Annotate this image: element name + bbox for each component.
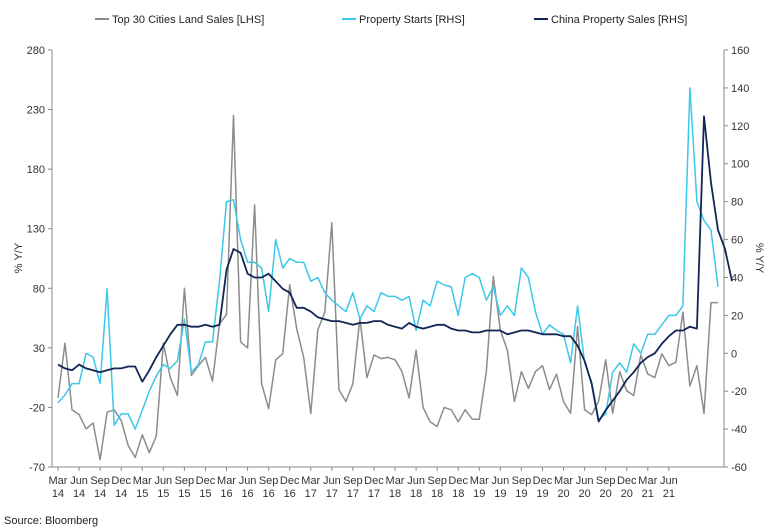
right-tick-label: 160 <box>731 45 749 57</box>
right-axis-title: % Y/Y <box>753 243 765 274</box>
x-tick-month: Jun <box>491 475 509 487</box>
x-tick-year: 17 <box>347 488 359 500</box>
x-tick-month: Mar <box>638 475 657 487</box>
left-tick-label: 130 <box>27 224 45 236</box>
x-tick-month: Mar <box>470 475 489 487</box>
x-tick-year: 15 <box>199 488 211 500</box>
x-tick-year: 18 <box>410 488 422 500</box>
x-tick-year: 16 <box>220 488 232 500</box>
x-tick-year: 14 <box>73 488 85 500</box>
left-tick-label: 280 <box>27 45 45 57</box>
right-tick-label: 40 <box>731 272 743 284</box>
x-axis-ticks: Mar14Jun14Sep14Dec14Mar15Jun15Sep15Dec15… <box>49 467 678 500</box>
x-tick-year: 19 <box>494 488 506 500</box>
right-tick-label: 100 <box>731 159 749 171</box>
left-axis-title: % Y/Y <box>13 242 25 273</box>
right-axis-ticks: 160 140 120 100 80 60 40 20 0 -20 -40 -60 <box>724 45 749 474</box>
x-tick-month: Dec <box>364 475 384 487</box>
x-tick-month: Jun <box>576 475 594 487</box>
x-tick-year: 19 <box>536 488 548 500</box>
x-tick-year: 20 <box>621 488 633 500</box>
left-axis-ticks: 280 230 180 130 80 30 -20 -70 <box>27 45 52 474</box>
x-tick-year: 16 <box>241 488 253 500</box>
x-tick-year: 17 <box>305 488 317 500</box>
x-tick-month: Dec <box>111 475 131 487</box>
x-tick-month: Sep <box>259 475 279 487</box>
x-tick-year: 20 <box>578 488 590 500</box>
x-tick-month: Jun <box>239 475 257 487</box>
x-tick-month: Jun <box>323 475 341 487</box>
right-tick-label: 20 <box>731 310 743 322</box>
x-tick-year: 21 <box>642 488 654 500</box>
x-tick-year: 19 <box>515 488 527 500</box>
x-tick-month: Jun <box>70 475 88 487</box>
x-tick-month: Jun <box>407 475 425 487</box>
axes <box>51 50 725 468</box>
x-tick-month: Dec <box>196 475 216 487</box>
x-tick-month: Sep <box>596 475 616 487</box>
legend-label-0: Top 30 Cities Land Sales [LHS] <box>112 14 264 26</box>
x-tick-month: Mar <box>301 475 320 487</box>
x-tick-year: 15 <box>136 488 148 500</box>
right-tick-label: 60 <box>731 235 743 247</box>
source-note: Source: Bloomberg <box>4 515 98 527</box>
x-tick-month: Sep <box>175 475 195 487</box>
x-tick-month: Mar <box>554 475 573 487</box>
legend-label-1: Property Starts [RHS] <box>359 14 465 26</box>
x-tick-year: 16 <box>284 488 296 500</box>
x-tick-month: Mar <box>49 475 68 487</box>
x-tick-month: Jun <box>154 475 172 487</box>
legend-label-2: China Property Sales [RHS] <box>551 14 687 26</box>
left-tick-label: 230 <box>27 105 45 117</box>
left-tick-label: 80 <box>33 283 45 295</box>
x-tick-month: Dec <box>617 475 637 487</box>
left-tick-label: 30 <box>33 343 45 355</box>
series-lines <box>57 87 733 461</box>
series-line-0 <box>57 114 718 461</box>
left-tick-label: -20 <box>29 402 45 414</box>
right-tick-label: -60 <box>731 462 747 474</box>
x-tick-year: 17 <box>368 488 380 500</box>
right-tick-label: -40 <box>731 424 747 436</box>
x-tick-month: Mar <box>386 475 405 487</box>
right-tick-label: 80 <box>731 197 743 209</box>
x-tick-year: 15 <box>178 488 190 500</box>
x-tick-year: 21 <box>663 488 675 500</box>
x-tick-month: Dec <box>448 475 468 487</box>
legend: Top 30 Cities Land Sales [LHS] Property S… <box>95 14 687 26</box>
x-tick-month: Mar <box>217 475 236 487</box>
x-tick-year: 18 <box>431 488 443 500</box>
x-tick-year: 20 <box>600 488 612 500</box>
left-tick-label: -70 <box>29 462 45 474</box>
right-tick-label: -20 <box>731 386 747 398</box>
x-tick-year: 14 <box>52 488 64 500</box>
x-tick-month: Mar <box>133 475 152 487</box>
x-tick-year: 18 <box>452 488 464 500</box>
x-tick-month: Dec <box>533 475 553 487</box>
right-tick-label: 0 <box>731 348 737 360</box>
x-tick-year: 18 <box>389 488 401 500</box>
x-tick-year: 19 <box>473 488 485 500</box>
x-tick-year: 15 <box>157 488 169 500</box>
x-tick-month: Jun <box>660 475 678 487</box>
x-tick-year: 17 <box>326 488 338 500</box>
x-tick-month: Sep <box>90 475 110 487</box>
right-tick-label: 120 <box>731 121 749 133</box>
x-tick-year: 14 <box>94 488 106 500</box>
right-tick-label: 140 <box>731 83 749 95</box>
x-tick-month: Sep <box>512 475 532 487</box>
x-tick-year: 16 <box>263 488 275 500</box>
series-line-1 <box>57 87 719 430</box>
x-tick-month: Sep <box>343 475 363 487</box>
left-tick-label: 180 <box>27 164 45 176</box>
x-tick-year: 14 <box>115 488 127 500</box>
x-tick-year: 20 <box>557 488 569 500</box>
x-tick-month: Dec <box>280 475 300 487</box>
x-tick-month: Sep <box>427 475 447 487</box>
series-line-2 <box>57 115 733 423</box>
